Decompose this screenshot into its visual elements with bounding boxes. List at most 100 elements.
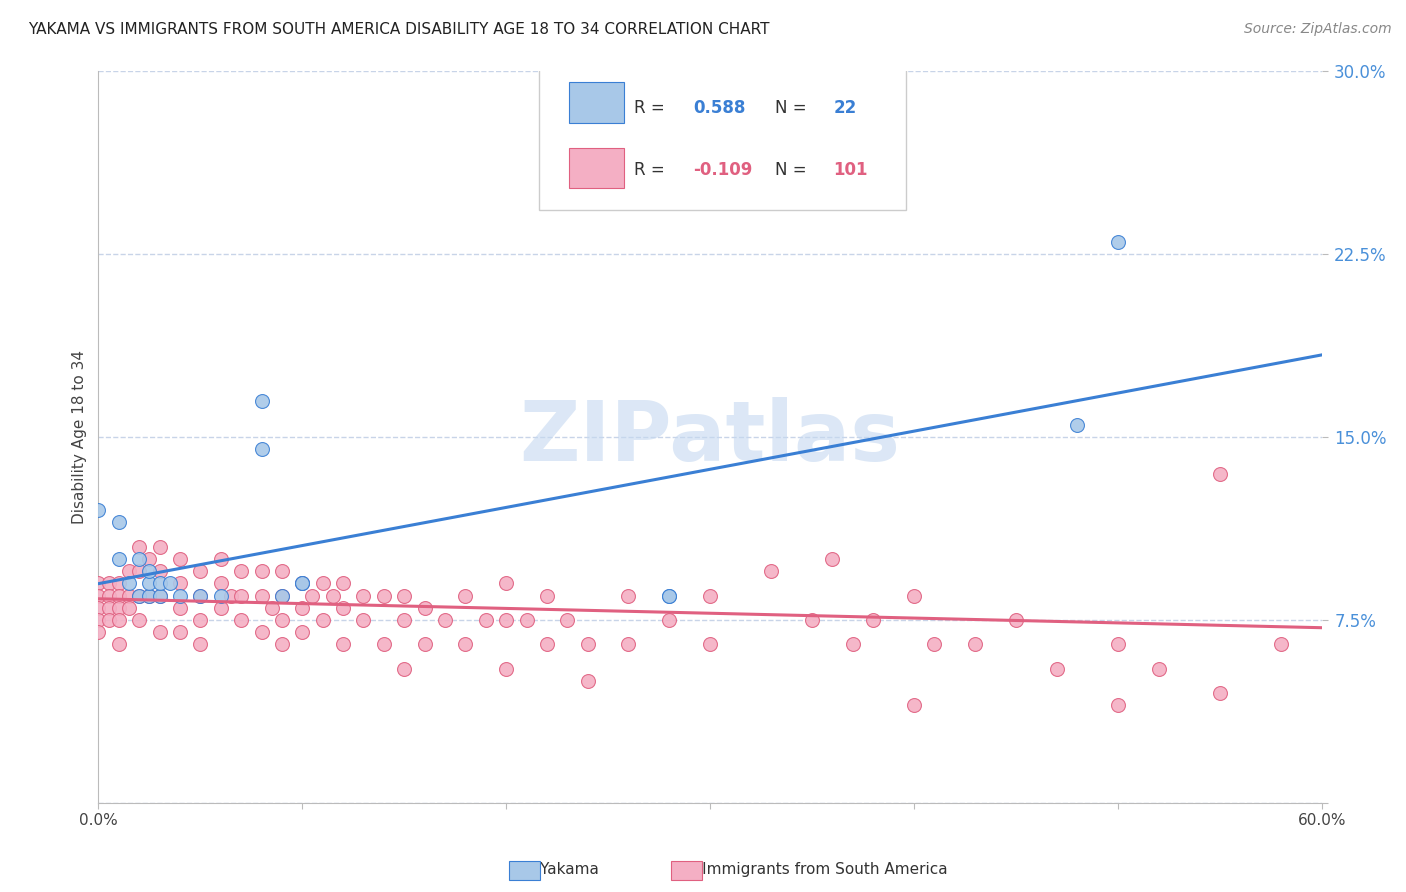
Point <box>495 662 517 676</box>
Point <box>87 625 110 640</box>
Point <box>1066 417 1088 432</box>
Point <box>149 540 172 554</box>
Point <box>149 589 172 603</box>
Text: 0.588: 0.588 <box>693 99 745 117</box>
Point <box>332 576 354 591</box>
Point <box>270 589 294 603</box>
Point <box>118 600 141 615</box>
Point <box>118 576 141 591</box>
Point <box>87 613 110 627</box>
FancyBboxPatch shape <box>538 68 905 211</box>
Point <box>291 576 314 591</box>
Point <box>658 613 681 627</box>
Point <box>250 589 273 603</box>
Point <box>87 589 110 603</box>
Point <box>270 637 294 651</box>
Point <box>617 637 640 651</box>
Text: 22: 22 <box>834 99 856 117</box>
Point <box>149 576 172 591</box>
Point <box>149 589 172 603</box>
Point <box>209 600 232 615</box>
Point <box>219 589 242 603</box>
Point <box>270 613 294 627</box>
Point <box>128 589 150 603</box>
Point <box>108 576 131 591</box>
Point <box>617 589 640 603</box>
Point <box>312 576 335 591</box>
Text: -0.109: -0.109 <box>693 161 752 179</box>
Point <box>1209 467 1232 481</box>
Text: R =: R = <box>634 161 671 179</box>
Point <box>516 613 538 627</box>
Point <box>250 625 273 640</box>
Point <box>149 564 172 578</box>
Text: ZIPatlas: ZIPatlas <box>520 397 900 477</box>
Point <box>118 564 141 578</box>
Point <box>699 637 721 651</box>
Point <box>495 576 517 591</box>
Point <box>291 576 314 591</box>
Point <box>231 613 253 627</box>
Point <box>108 589 131 603</box>
Point <box>392 589 416 603</box>
Point <box>188 637 212 651</box>
Point <box>392 662 416 676</box>
Point <box>1270 637 1292 651</box>
Point <box>209 576 232 591</box>
Text: R =: R = <box>634 99 671 117</box>
Point <box>138 564 160 578</box>
Point <box>495 613 517 627</box>
Point <box>270 564 294 578</box>
Point <box>1004 613 1026 627</box>
Point <box>169 625 191 640</box>
Point <box>1107 637 1129 651</box>
Point <box>97 613 120 627</box>
Point <box>291 576 314 591</box>
Point <box>169 552 191 566</box>
Point <box>352 613 374 627</box>
Text: YAKAMA VS IMMIGRANTS FROM SOUTH AMERICA DISABILITY AGE 18 TO 34 CORRELATION CHAR: YAKAMA VS IMMIGRANTS FROM SOUTH AMERICA … <box>28 22 769 37</box>
Point <box>270 589 294 603</box>
Point <box>209 552 232 566</box>
Point <box>108 552 131 566</box>
FancyBboxPatch shape <box>569 82 624 122</box>
Point <box>413 600 436 615</box>
Point <box>352 589 374 603</box>
Point <box>97 589 120 603</box>
Point <box>118 589 141 603</box>
Point <box>474 613 498 627</box>
Point <box>1209 686 1232 700</box>
Point <box>862 613 884 627</box>
Point <box>128 564 150 578</box>
Point <box>332 600 354 615</box>
Point <box>108 613 131 627</box>
Point <box>291 625 314 640</box>
Point <box>108 600 131 615</box>
Point <box>576 637 599 651</box>
Point <box>250 442 273 457</box>
Text: Yakama: Yakama <box>506 863 599 877</box>
Point <box>373 589 395 603</box>
Point <box>188 589 212 603</box>
Point <box>903 698 925 713</box>
Point <box>658 589 681 603</box>
Point <box>821 552 844 566</box>
Point <box>260 600 283 615</box>
Point <box>332 637 354 651</box>
Point <box>413 637 436 651</box>
Point <box>301 589 323 603</box>
Point <box>576 673 599 688</box>
Text: N =: N = <box>775 161 811 179</box>
Point <box>128 540 150 554</box>
Point <box>87 503 110 517</box>
Point <box>291 600 314 615</box>
FancyBboxPatch shape <box>569 148 624 188</box>
Point <box>250 564 273 578</box>
Point <box>454 589 477 603</box>
Point <box>392 613 416 627</box>
Point <box>108 637 131 651</box>
Point <box>841 637 863 651</box>
Point <box>536 589 558 603</box>
Point <box>434 613 457 627</box>
Point <box>188 613 212 627</box>
